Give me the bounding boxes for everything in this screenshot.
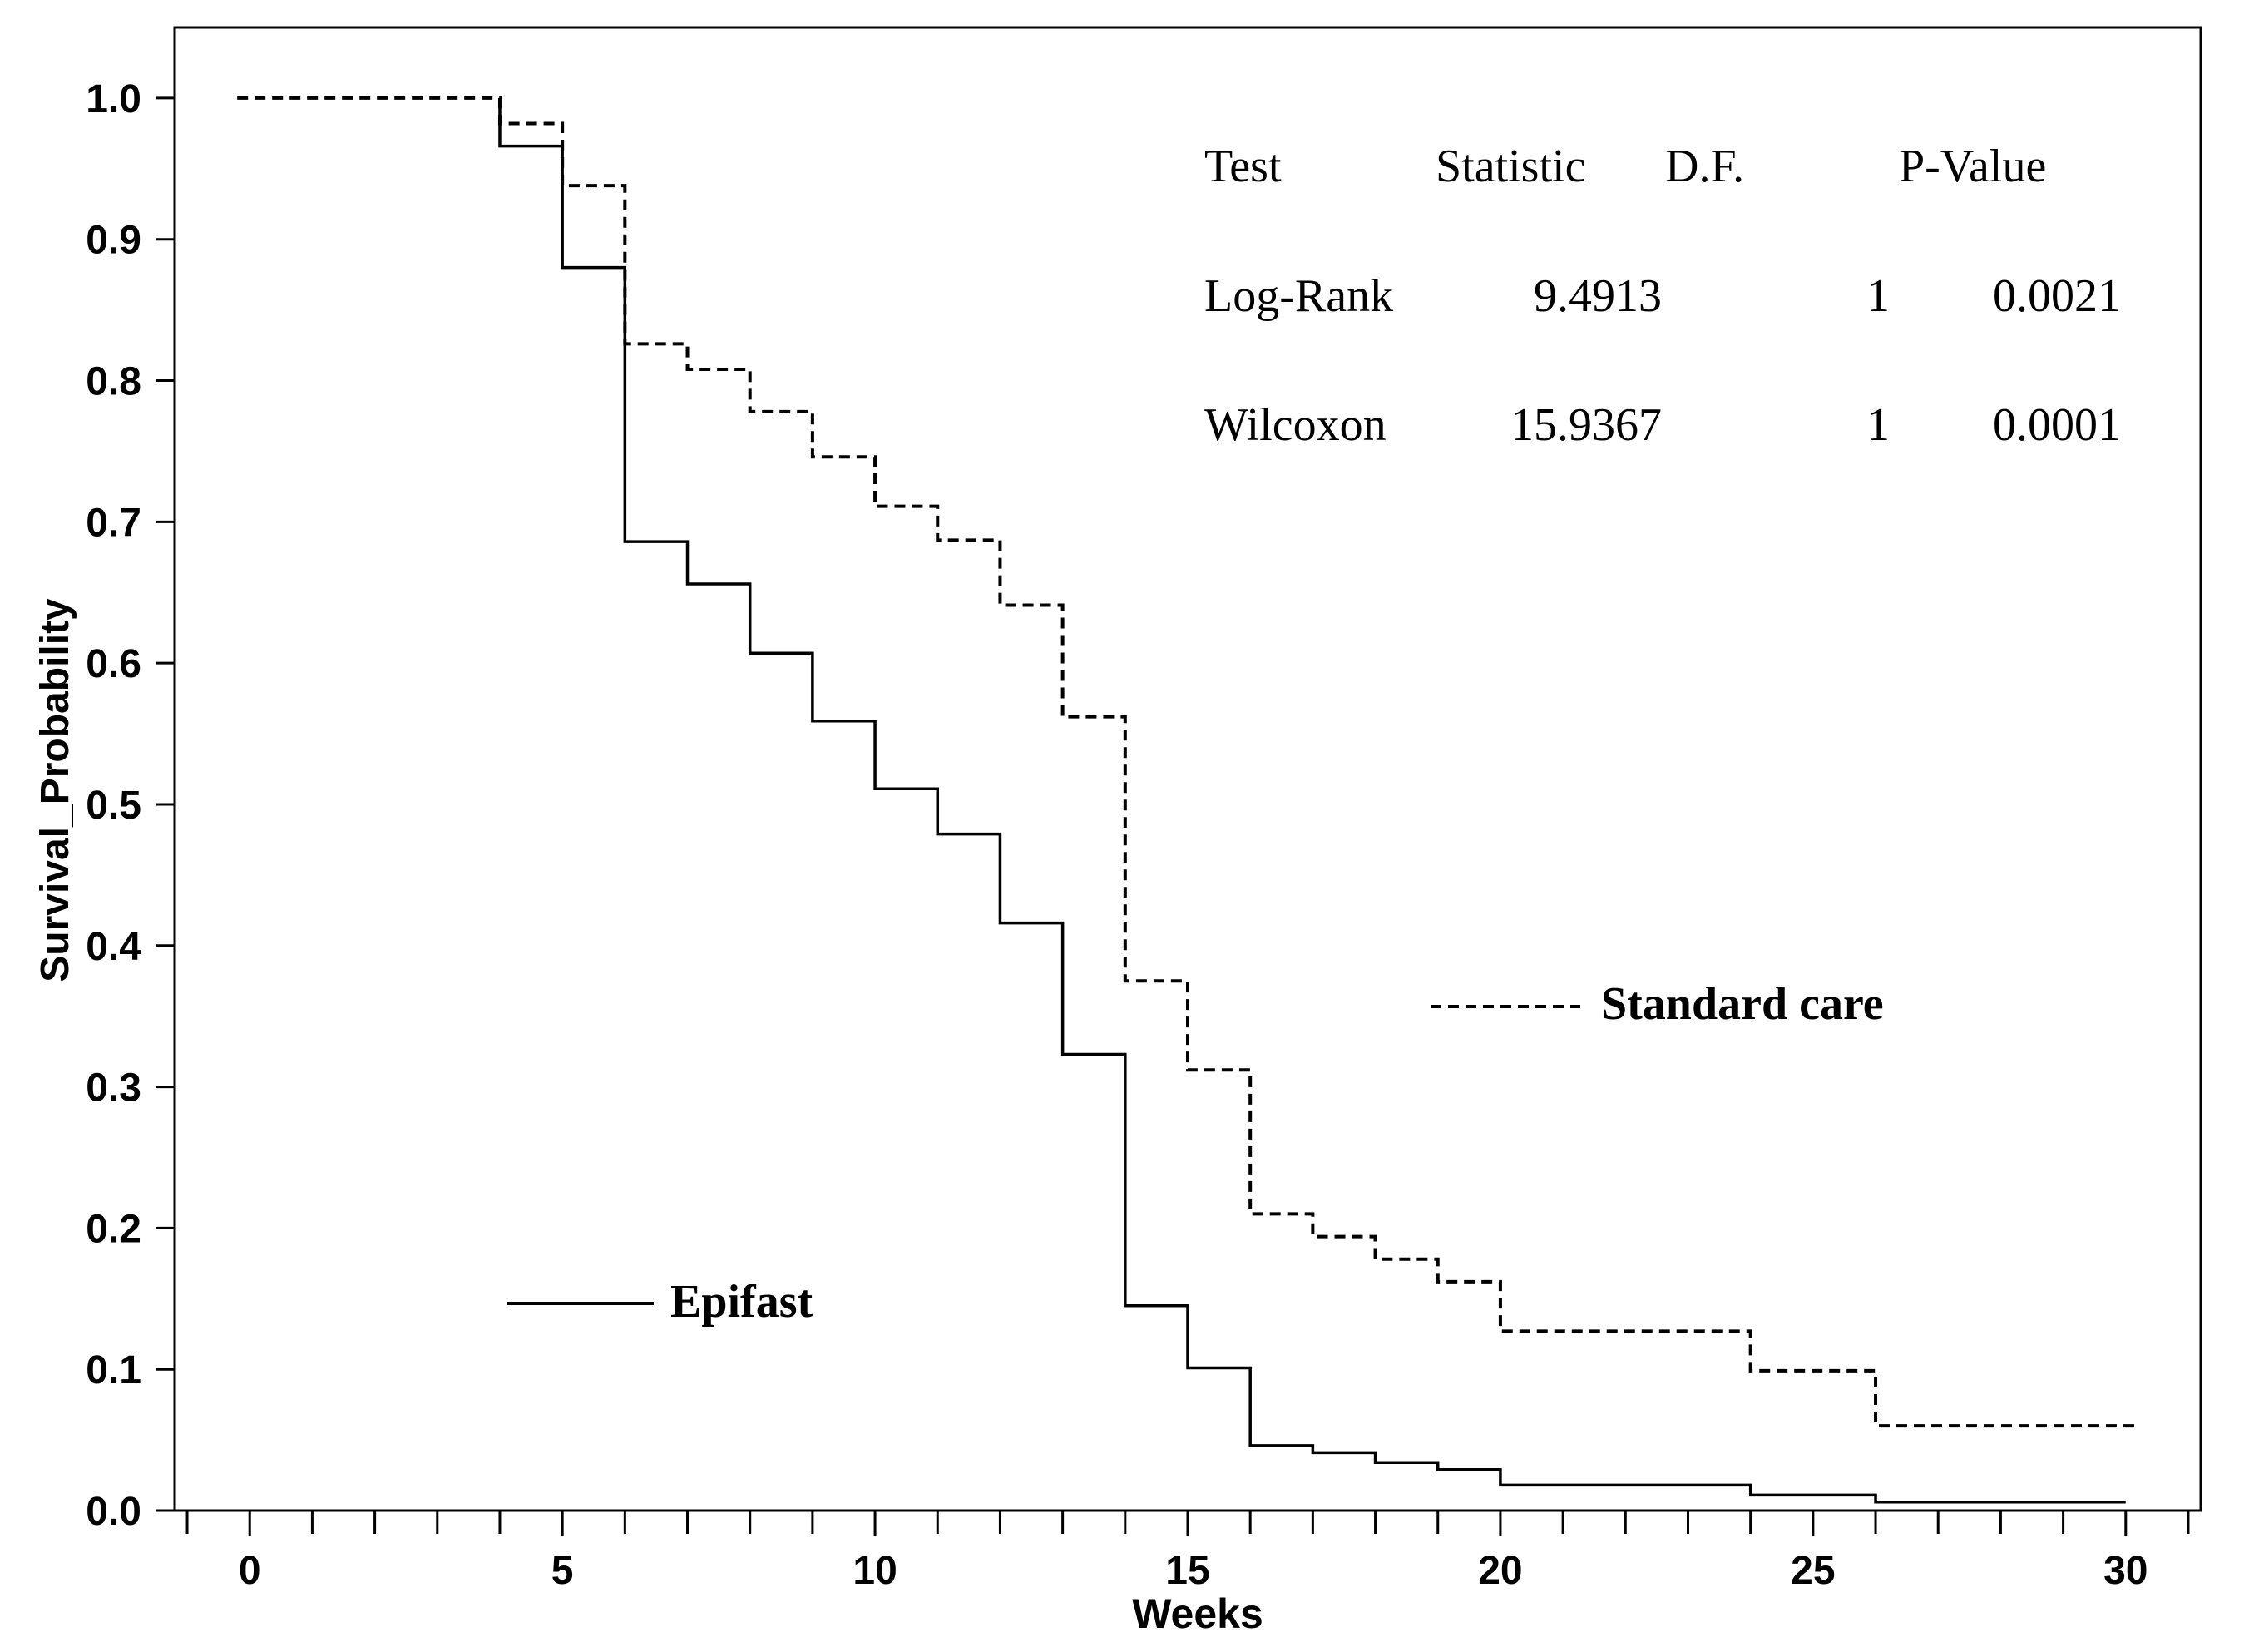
y-tick-label: 0.6 xyxy=(86,642,141,686)
y-axis-label: Survival_Probability xyxy=(33,598,77,982)
x-axis-label: Weeks xyxy=(1132,1590,1263,1637)
stats-row-logrank-statistic: 9.4913 xyxy=(1534,270,1662,322)
stats-header-df: D.F. xyxy=(1665,141,1744,192)
x-tick-label: 25 xyxy=(1791,1549,1835,1593)
y-tick-label: 0.5 xyxy=(86,784,141,828)
stats-row-wilcoxon-df: 1 xyxy=(1866,399,1890,451)
stats-table: Test Statistic D.F. P-Value Log-Rank 9.4… xyxy=(1204,141,2121,451)
y-tick-label: 1.0 xyxy=(86,77,141,121)
series-line-standard-care xyxy=(237,96,2138,1428)
y-tick-label: 0.8 xyxy=(86,360,141,404)
stats-row-wilcoxon-test: Wilcoxon xyxy=(1204,399,1387,451)
y-tick-label: 0.4 xyxy=(86,925,141,969)
y-axis-ticks: 0.0 0.1 0.2 0.3 0.4 0.5 0.6 0.7 0.8 0.9 1.0 xyxy=(86,77,175,1534)
y-tick-label: 0.1 xyxy=(86,1348,141,1392)
x-tick-label: 20 xyxy=(1478,1549,1522,1593)
stats-row-logrank-test: Log-Rank xyxy=(1204,270,1393,322)
legend-label-standard-care: Standard care xyxy=(1601,978,1884,1030)
stats-row-wilcoxon-statistic: 15.9367 xyxy=(1510,399,1662,451)
legend-label-epifast: Epifast xyxy=(670,1276,813,1328)
y-tick-label: 0.9 xyxy=(86,219,141,263)
y-tick-label: 0.3 xyxy=(86,1066,141,1110)
stats-row-wilcoxon-pvalue: 0.0001 xyxy=(1993,399,2121,451)
x-tick-label: 30 xyxy=(2103,1549,2148,1593)
y-tick-label: 0.2 xyxy=(86,1207,141,1251)
y-tick-label: 0.7 xyxy=(86,501,141,545)
stats-header-statistic: Statistic xyxy=(1436,141,1585,192)
x-tick-label: 5 xyxy=(551,1549,574,1593)
stats-row-logrank-pvalue: 0.0021 xyxy=(1993,270,2121,322)
y-tick-label: 0.0 xyxy=(86,1490,141,1534)
series-layer xyxy=(237,96,2138,1504)
series-line-epifast xyxy=(498,97,2126,1504)
x-tick-label: 0 xyxy=(239,1549,261,1593)
stats-row-logrank-df: 1 xyxy=(1866,270,1890,322)
stats-header-test: Test xyxy=(1204,141,1282,192)
stats-header-pvalue: P-Value xyxy=(1899,141,2046,192)
x-axis-ticks: 0 5 10 15 20 25 30 xyxy=(185,1511,2190,1593)
x-tick-label: 15 xyxy=(1165,1549,1209,1593)
x-tick-label: 10 xyxy=(853,1549,897,1593)
